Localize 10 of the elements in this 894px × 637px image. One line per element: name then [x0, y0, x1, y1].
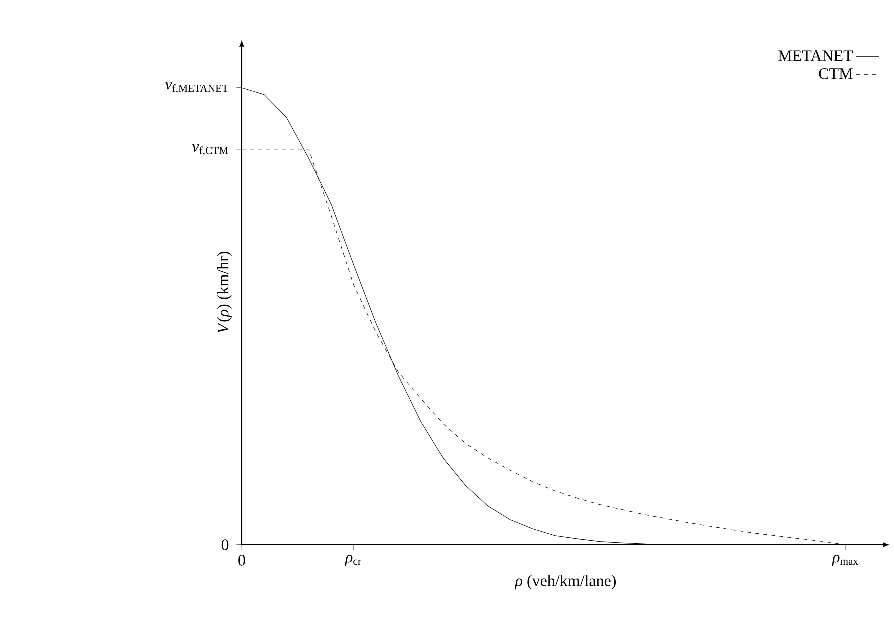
legend-label: METANET	[778, 50, 854, 62]
legend-label: CTM	[819, 68, 853, 80]
x-tick-label: ρ$_{cr}$	[345, 555, 362, 566]
y-axis-title: V(ρ) (km/hr)	[217, 252, 232, 333]
text: 0	[222, 540, 229, 550]
x-axis-title: ρ (veh/km/lane)	[514, 575, 616, 590]
x-tick-label: ρ$_{max}$	[832, 555, 858, 566]
text: v$_{f,METANET}$	[165, 82, 228, 94]
x-tick-label: 0	[238, 555, 246, 566]
text: v$_{f,CTM}$	[192, 144, 228, 156]
